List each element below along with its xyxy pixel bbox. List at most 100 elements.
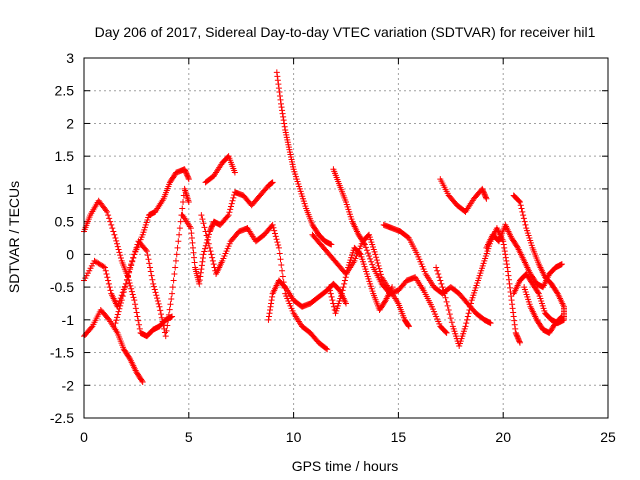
data-point: [507, 284, 514, 291]
data-point: [123, 276, 130, 283]
data-point: [114, 240, 121, 247]
data-point: [165, 317, 172, 324]
data-point: [433, 264, 440, 271]
data-point: [112, 235, 119, 241]
data-point: [189, 239, 196, 246]
data-point: [270, 224, 277, 231]
data-point: [103, 207, 110, 214]
data-point: [281, 123, 288, 130]
data-point: [102, 267, 109, 274]
data-point: [230, 194, 237, 201]
data-point: [506, 280, 513, 287]
data-point: [157, 307, 164, 314]
data-point: [329, 297, 336, 304]
data-point: [268, 300, 275, 307]
data-point: [190, 249, 197, 256]
data-point: [278, 104, 285, 111]
data-point: [439, 284, 446, 291]
data-point: [149, 276, 156, 283]
data-point: [509, 301, 516, 308]
series-arc-9: [273, 69, 335, 248]
data-point: [328, 293, 335, 300]
data-point: [131, 297, 138, 304]
data-point: [171, 271, 178, 277]
data-point: [464, 313, 471, 320]
data-point: [274, 73, 281, 80]
data-point: [147, 268, 154, 275]
data-point: [116, 305, 123, 312]
data-point: [267, 307, 274, 313]
data-point: [200, 251, 207, 258]
data-point: [500, 241, 507, 248]
data-point: [277, 96, 284, 103]
data-point: [226, 209, 233, 216]
data-point: [279, 273, 286, 280]
data-point: [126, 280, 133, 286]
data-point: [271, 227, 278, 234]
data-point: [274, 77, 281, 84]
data-point: [344, 267, 351, 274]
data-point: [446, 311, 453, 318]
data-point: [275, 241, 282, 248]
data-point: [365, 250, 372, 257]
data-point: [197, 269, 204, 276]
data-point: [275, 81, 282, 88]
x-tick-label: 5: [185, 429, 193, 445]
data-point: [201, 224, 208, 231]
data-point: [467, 300, 474, 307]
data-point: [210, 261, 217, 268]
data-point: [126, 268, 133, 275]
data-point: [202, 245, 209, 252]
y-tick-label: 1.5: [55, 148, 75, 164]
data-point: [136, 325, 143, 332]
data-point: [271, 230, 278, 237]
data-point: [434, 267, 441, 274]
data-point: [277, 256, 284, 263]
data-point: [373, 254, 380, 261]
data-point: [114, 314, 121, 321]
data-point: [158, 314, 165, 321]
data-point: [504, 268, 511, 275]
data-point: [516, 199, 523, 205]
x-tick-label: 25: [600, 429, 616, 445]
data-point: [145, 256, 152, 263]
data-point: [199, 258, 206, 265]
data-point: [279, 110, 286, 117]
data-point: [209, 254, 216, 261]
data-point: [174, 244, 181, 251]
data-point: [153, 292, 160, 299]
data-point: [205, 240, 212, 247]
data-point: [196, 280, 203, 287]
data-point: [517, 202, 524, 209]
data-point: [162, 333, 169, 340]
data-point: [185, 199, 192, 205]
data-point: [467, 303, 474, 310]
data-point: [150, 280, 157, 287]
data-point: [127, 282, 134, 289]
data-point: [117, 302, 124, 309]
data-point: [502, 251, 509, 258]
data-point: [209, 257, 216, 264]
data-point: [324, 346, 331, 353]
data-point: [152, 289, 159, 296]
data-point: [201, 248, 208, 255]
data-point: [521, 218, 528, 225]
data-point: [169, 313, 176, 320]
data-point: [341, 280, 348, 287]
data-point: [505, 276, 512, 283]
series-arc-11: [326, 244, 396, 317]
data-point: [208, 251, 215, 258]
data-point: [356, 250, 363, 257]
axis-ticks: 0 5 10 15 20 25 -2.5 -2 -1.5 -1 -0.5 0 0.5 1 1.5 2 2.5 3: [50, 50, 616, 445]
data-point: [276, 250, 283, 257]
data-point: [116, 249, 123, 256]
data-point: [511, 317, 518, 324]
data-point: [281, 120, 288, 127]
data-point: [558, 313, 565, 320]
data-point: [129, 291, 136, 298]
data-point: [389, 284, 396, 291]
y-tick-label: -1: [62, 312, 75, 328]
data-point: [168, 295, 175, 302]
data-point: [227, 203, 234, 210]
